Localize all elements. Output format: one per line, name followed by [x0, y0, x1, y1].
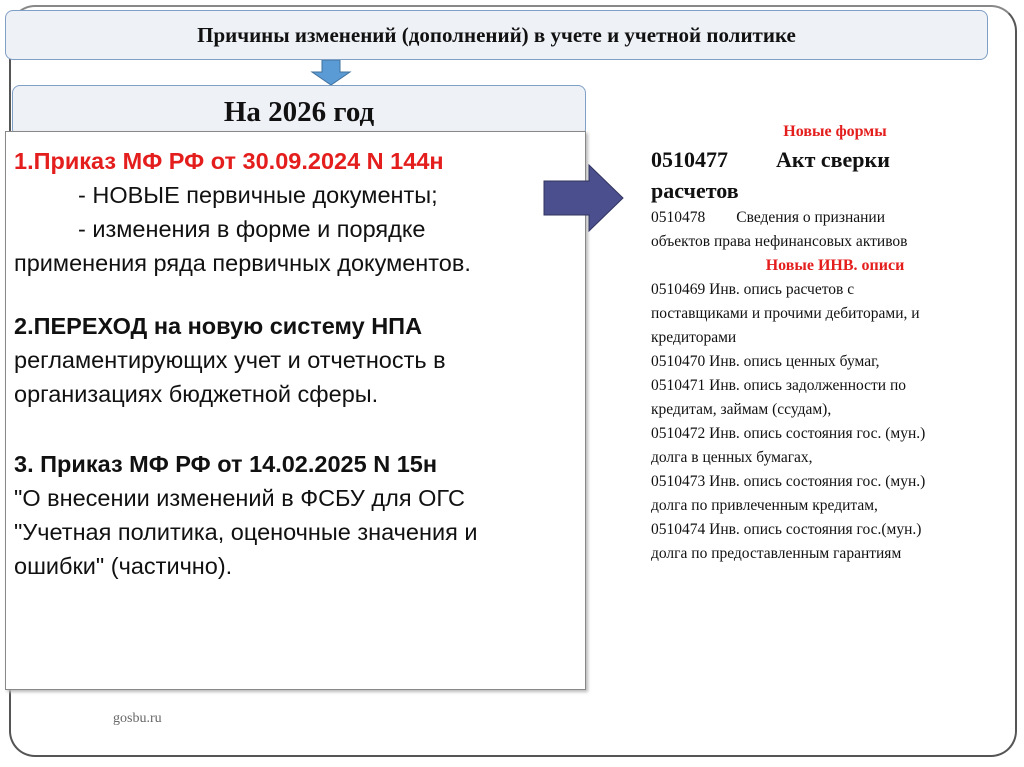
- footer-source: gosbu.ru: [113, 711, 162, 726]
- inv-line: долга по привлеченным кредитам,: [651, 497, 878, 514]
- inv-line: 0510474 Инв. опись состояния гос.(мун.): [651, 521, 922, 538]
- inv-line: 0510470 Инв. опись ценных бумаг,: [651, 353, 880, 370]
- right-arrow-icon: [543, 164, 624, 232]
- item3-line: ошибки" (частично).: [14, 553, 233, 579]
- form-0510477: 0510477 Акт сверки: [651, 144, 1019, 175]
- year-heading: На 2026 год: [12, 85, 586, 137]
- inv-line: поставщиками и прочими дебиторами, и: [651, 305, 920, 322]
- inv-line: долга в ценных бумагах,: [651, 449, 813, 466]
- item1-line: - изменения в форме и порядке: [78, 216, 426, 242]
- item1-title: 1.Приказ МФ РФ от 30.09.2024 N 144н: [14, 148, 444, 174]
- inv-line: кредиторами: [651, 329, 737, 346]
- form-code: 0510477: [651, 147, 728, 172]
- down-arrow-icon: [310, 60, 352, 86]
- form-name: Акт сверки: [776, 147, 890, 172]
- form-0510478-cont: объектов права нефинансовых активов: [651, 233, 908, 250]
- inv-line: 0510473 Инв. опись состояния гос. (мун.): [651, 473, 926, 490]
- item1-line: - НОВЫЕ первичные документы;: [78, 182, 438, 208]
- inv-line: 0510472 Инв. опись состояния гос. (мун.): [651, 425, 926, 442]
- item3-line: "О внесении изменений в ФСБУ для ОГС: [14, 485, 465, 511]
- form-0510478: 0510478 Сведения о признании: [651, 209, 885, 226]
- item2-line: организациях бюджетной сферы.: [14, 381, 379, 407]
- slide-title: Причины изменений (дополнений) в учете и…: [5, 10, 988, 60]
- item3-title: 3. Приказ МФ РФ от 14.02.2025 N 15н: [14, 451, 438, 477]
- inv-line: 0510469 Инв. опись расчетов с: [651, 281, 855, 298]
- form-name-cont: расчетов: [651, 178, 739, 203]
- item3-line: "Учетная политика, оценочные значения и: [14, 519, 478, 545]
- inv-line: кредитам, займам (ссудам),: [651, 401, 832, 418]
- item1-line: применения ряда первичных документов.: [14, 250, 471, 276]
- new-forms-heading: Новые формы: [783, 123, 887, 140]
- item2-line: регламентирующих учет и отчетность в: [14, 347, 446, 373]
- new-forms-column: Новые формы 0510477 Акт сверки расчетов 0…: [651, 120, 1019, 566]
- inv-line: 0510471 Инв. опись задолженности по: [651, 377, 906, 394]
- item2-title: 2.ПЕРЕХОД на новую систему НПА: [14, 313, 423, 339]
- inv-line: долга по предоставленным гарантиям: [651, 545, 902, 562]
- reasons-box: 1.Приказ МФ РФ от 30.09.2024 N 144н - НО…: [5, 131, 586, 690]
- inv-heading: Новые ИНВ. описи: [765, 257, 905, 274]
